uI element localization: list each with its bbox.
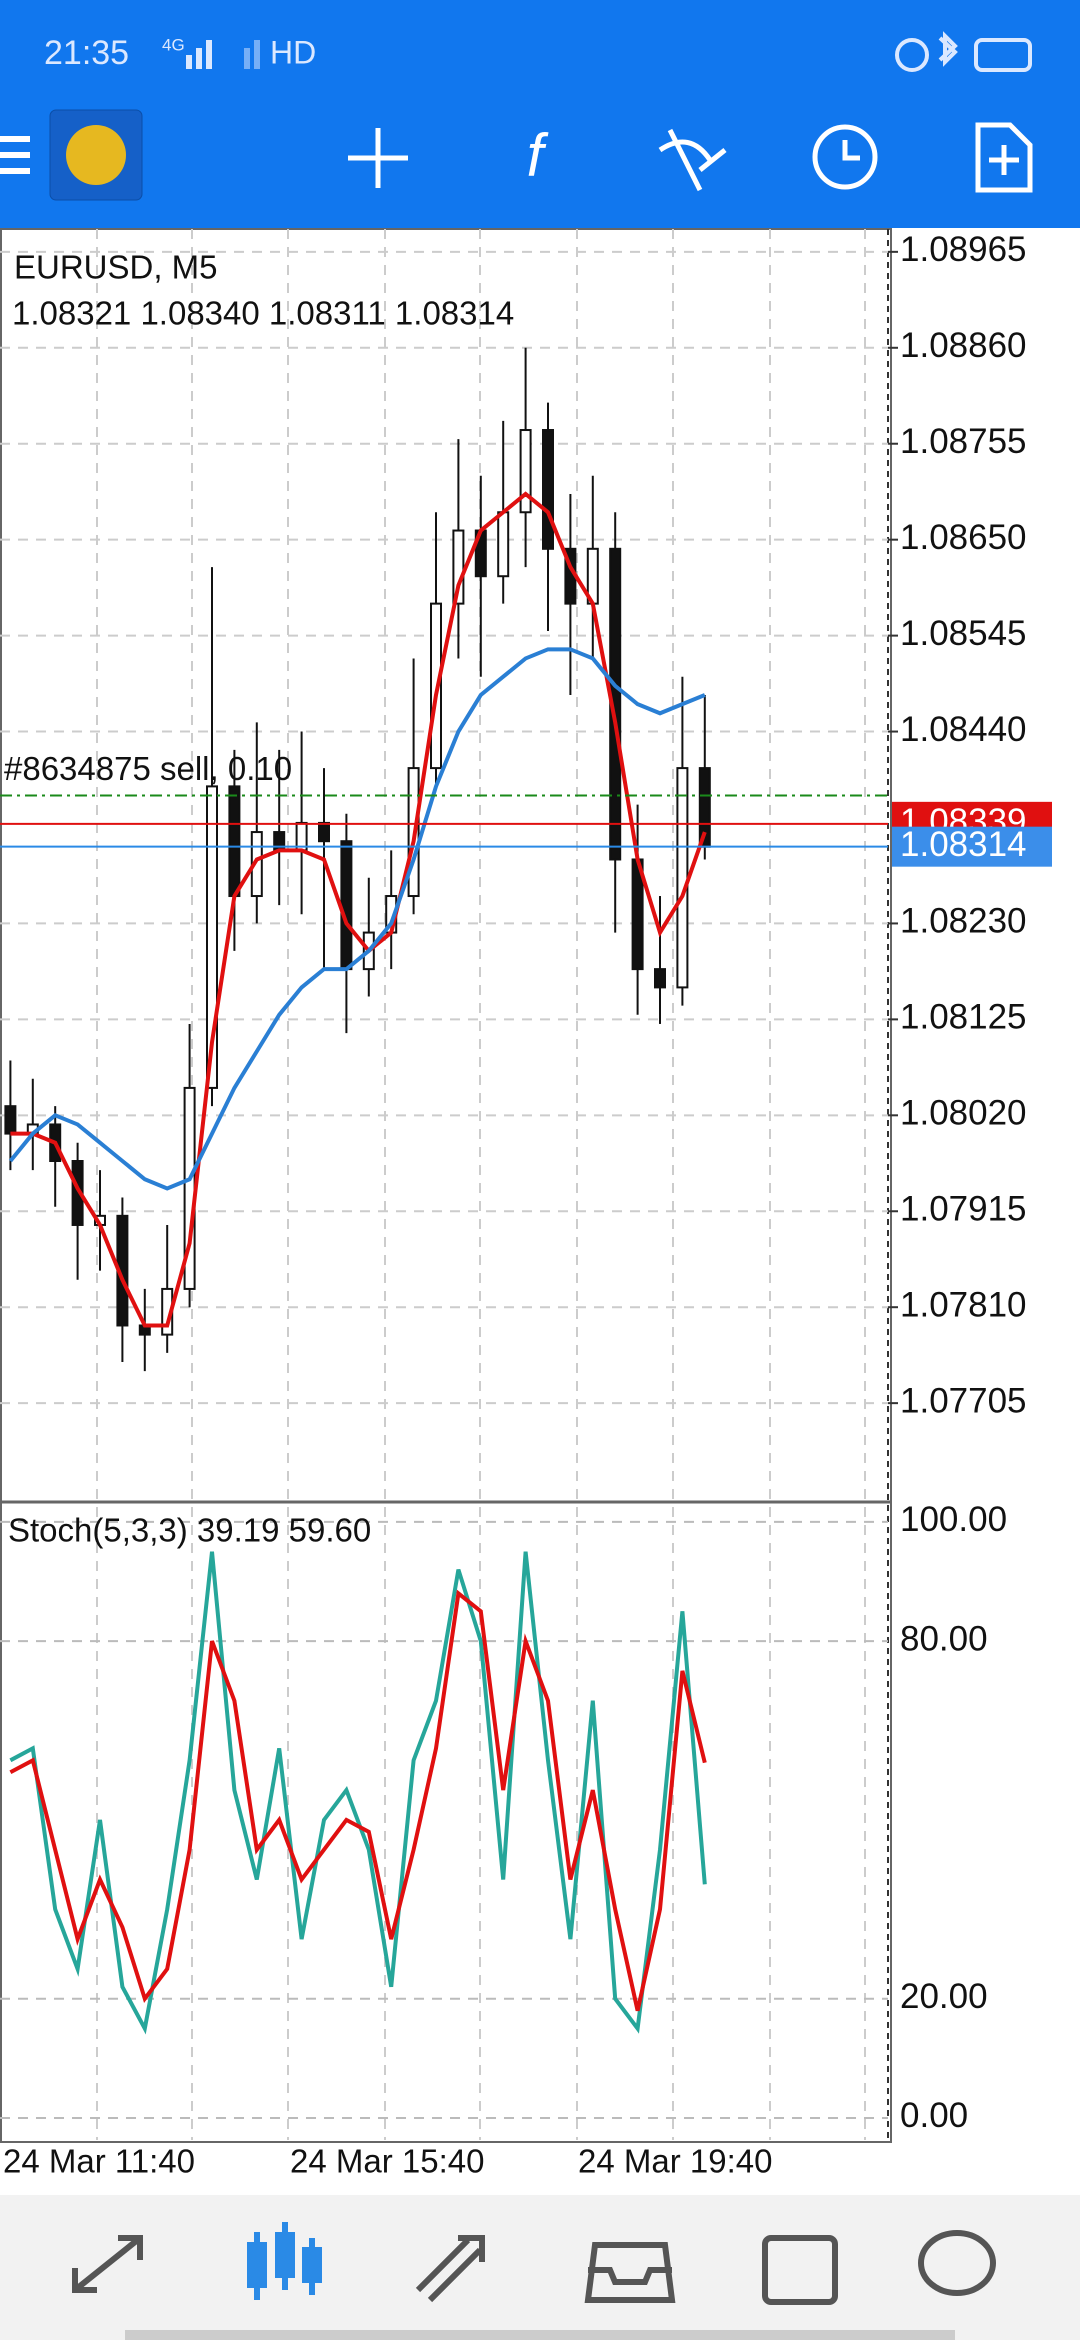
candle-body [542, 429, 554, 550]
nav-chart[interactable] [247, 2222, 322, 2300]
chart-frame [0, 228, 892, 2143]
y-tick-label: 1.08230 [900, 902, 1027, 941]
candle-body [340, 840, 353, 971]
menu-button[interactable] [0, 136, 30, 174]
y-tick-label: 1.08965 [900, 230, 1027, 269]
y-tick-label: 1.07705 [900, 1381, 1027, 1420]
order-label: #8634875 sell, 0.10 [4, 750, 292, 787]
top-bar [0, 0, 1080, 228]
bottom-nav [0, 2195, 1080, 2340]
nav-quotes[interactable] [72, 2235, 143, 2293]
home-indicator [125, 2330, 955, 2340]
logo-mark [66, 125, 126, 185]
indicators-button[interactable]: f [527, 122, 549, 189]
candle-body [4, 1105, 17, 1135]
bid-box [892, 826, 1052, 867]
y-tick-label: 0.00 [900, 2096, 968, 2135]
new-order-button[interactable] [975, 122, 1033, 193]
signal [186, 40, 260, 69]
y-tick-label: 100.00 [900, 1500, 1007, 1539]
y-tick-label: 1.08860 [900, 326, 1027, 365]
time-label: 24 Mar 15:40 [290, 2143, 484, 2180]
candle-body [228, 785, 241, 898]
y-tick-label: 1.08440 [900, 710, 1027, 749]
y-tick-label: 1.08125 [900, 998, 1027, 1037]
candle-body [318, 821, 330, 843]
candle-body [452, 529, 465, 605]
candle-body [519, 429, 532, 514]
trade-button[interactable] [658, 128, 727, 192]
stoch-line [9, 1589, 707, 2012]
moving-average [10, 491, 707, 1328]
symbol: EURUSD, M5 [14, 249, 218, 286]
stoch-title: Stoch(5,3,3) 39.19 59.60 [8, 1512, 371, 1549]
candle-body [676, 767, 689, 989]
time-label: 24 Mar 19:40 [578, 2143, 772, 2180]
y-tick-label: 1.07915 [900, 1190, 1027, 1229]
candle-body [206, 785, 218, 1089]
nav-history[interactable] [584, 2242, 676, 2303]
y-tick-label: 20.00 [900, 1977, 988, 2016]
y-tick-label: 1.07810 [900, 1285, 1027, 1324]
moving-average [8, 647, 706, 1191]
candle-body [497, 511, 510, 578]
y-tick-label: 1.08650 [900, 518, 1027, 557]
network: 4G [162, 35, 185, 54]
period-button[interactable] [812, 124, 878, 190]
status-icons [895, 31, 1032, 72]
stoch-line [9, 1551, 707, 2035]
bid-label: 1.08314 [900, 825, 1027, 864]
nav-trade[interactable] [415, 2235, 485, 2303]
y-tick-label: 1.08755 [900, 422, 1027, 461]
y-tick-label: 1.08545 [900, 614, 1027, 653]
hd: HD [270, 34, 316, 70]
time-label: 24 Mar 11:40 [3, 2143, 195, 2180]
y-tick-label: 1.08020 [900, 1094, 1027, 1133]
ohlc: 1.08321 1.08340 1.08311 1.08314 [12, 295, 514, 332]
nav-messages[interactable] [918, 2230, 996, 2296]
y-tick-label: 80.00 [900, 1619, 988, 1658]
nav-news[interactable] [762, 2235, 838, 2305]
clock: 21:35 [44, 34, 129, 72]
candle-body [654, 968, 666, 989]
crosshair-button[interactable] [348, 128, 408, 188]
